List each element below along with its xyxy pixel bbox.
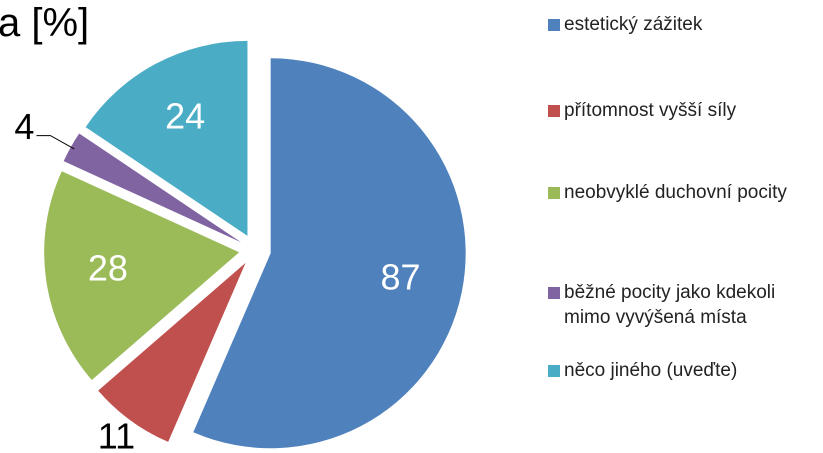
legend-label: běžné pocity jako kdekoli mimo vyvýšená …	[564, 282, 776, 328]
pie-slice	[63, 133, 242, 243]
data-label: 11	[98, 416, 135, 453]
data-label: 87	[380, 257, 420, 298]
legend-item: neobvyklé duchovní pocity	[548, 180, 796, 205]
data-label: 24	[165, 95, 205, 136]
legend-item: běžné pocity jako kdekoli mimo vyvýšená …	[548, 280, 796, 330]
leader-line	[36, 135, 75, 150]
legend-label: neobvyklé duchovní pocity	[564, 182, 787, 203]
legend-swatch	[548, 287, 560, 299]
pie-slice	[85, 40, 248, 236]
legend-label: estetický zážitek	[564, 14, 703, 35]
pie-slice	[193, 58, 466, 449]
legend-label: něco jiného (uveďte)	[564, 360, 738, 381]
legend-label: přítomnost vyšší síly	[564, 100, 737, 121]
chart-title: a [%]	[0, 1, 89, 45]
legend-item: přítomnost vyšší síly	[548, 98, 796, 123]
data-label: 4	[14, 106, 34, 147]
legend-item: něco jiného (uveďte)	[548, 358, 796, 383]
legend-item: estetický zážitek	[548, 12, 796, 37]
legend-swatch	[548, 105, 560, 117]
pie-slice	[98, 262, 246, 442]
legend-swatch	[548, 187, 560, 199]
legend-swatch	[548, 19, 560, 31]
legend-swatch	[548, 365, 560, 377]
data-label: 28	[88, 248, 128, 289]
pie-slice	[44, 171, 240, 380]
